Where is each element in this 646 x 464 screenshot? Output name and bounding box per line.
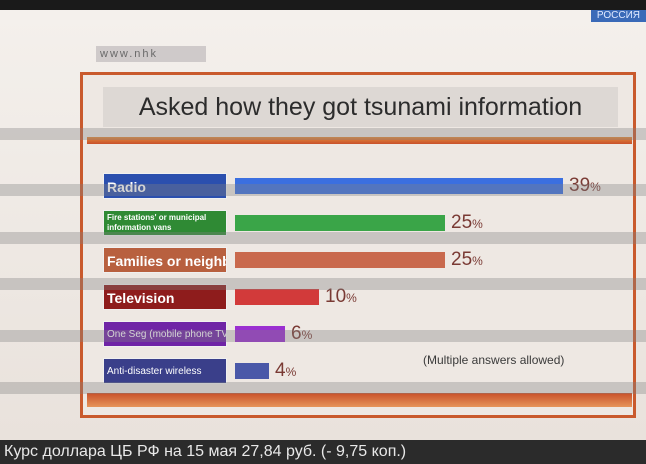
chart-note: (Multiple answers allowed) <box>423 353 565 367</box>
bar <box>235 289 319 305</box>
bar <box>235 178 563 194</box>
news-ticker: Курс доллара ЦБ РФ на 15 мая 27,84 руб. … <box>0 440 646 464</box>
title-divider <box>87 137 632 144</box>
bar <box>235 215 445 231</box>
bar <box>235 363 269 379</box>
bottom-divider <box>87 393 632 407</box>
channel-logo: РОССИЯ <box>590 10 646 22</box>
category-label: Fire stations' or municipal information … <box>103 210 227 236</box>
data-label: 39% <box>569 175 601 196</box>
chart-panel: Asked how they got tsunami information R… <box>80 72 636 418</box>
category-label: Anti-disaster wireless <box>103 358 227 384</box>
data-label: 4% <box>275 360 297 381</box>
data-label: 25% <box>451 249 483 270</box>
chart-title: Asked how they got tsunami information <box>103 87 618 127</box>
data-label: 6% <box>291 323 313 344</box>
bar <box>235 252 445 268</box>
data-label: 25% <box>451 212 483 233</box>
site-watermark: www.nhk <box>96 46 206 62</box>
bar <box>235 326 285 342</box>
category-label: One Seg (mobile phone TV) <box>103 321 227 347</box>
category-label: Television <box>103 284 227 310</box>
category-label: Families or neighbors <box>103 247 227 273</box>
data-label: 10% <box>325 286 357 307</box>
category-label: Radio <box>103 173 227 199</box>
tv-screen: РОССИЯ www.nhk Asked how they got tsunam… <box>0 10 646 440</box>
